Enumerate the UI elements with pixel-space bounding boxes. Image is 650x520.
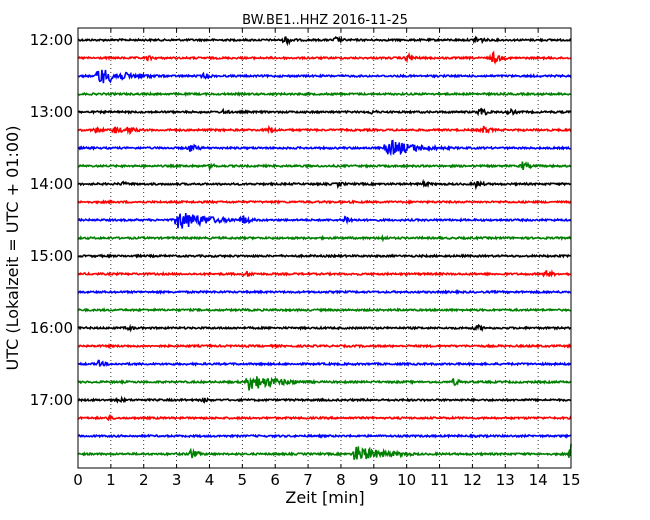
trace-1330: [77, 139, 572, 157]
y-tick-label: 15:00: [30, 247, 73, 265]
y-axis-label: UTC (Lokalzeit = UTC + 01:00): [3, 126, 22, 371]
trace-1230: [77, 69, 572, 84]
plot-frame: [77, 27, 572, 469]
trace-1215: [78, 50, 572, 65]
grid-lines: [110, 28, 539, 468]
x-axis-ticks: 0 1 2 3 4 5 6 7 8 9 10 11 12 13 14 15: [73, 28, 581, 489]
trace-1545: [78, 307, 572, 313]
x-tick-label: 11: [430, 471, 449, 489]
seismogram-traces: [77, 35, 572, 460]
trace-1245: [77, 91, 572, 97]
chart-title: BW.BE1..HHZ 2016-11-25: [242, 13, 408, 28]
trace-1615: [77, 342, 572, 349]
x-tick-label: 8: [336, 471, 346, 489]
x-tick-label: 10: [397, 471, 416, 489]
x-tick-label: 13: [496, 471, 515, 489]
trace-1745: [77, 443, 572, 460]
trace-1700: [77, 395, 572, 404]
x-tick-label: 0: [73, 471, 83, 489]
trace-1645: [77, 376, 572, 391]
trace-1430: [77, 213, 572, 229]
x-tick-label: 2: [139, 471, 149, 489]
trace-1300: [77, 107, 572, 117]
y-tick-label: 13:00: [30, 103, 73, 121]
y-axis-ticks: 12:00 13:00 14:00 15:00 16:00 17:00: [30, 31, 571, 409]
trace-1315: [77, 124, 572, 136]
trace-1630: [77, 359, 572, 368]
trace-1530: [77, 289, 572, 296]
y-tick-label: 12:00: [30, 31, 73, 49]
x-axis-label: Zeit [min]: [285, 488, 364, 507]
trace-1515: [77, 269, 572, 278]
trace-1345: [77, 161, 571, 172]
x-tick-label: 9: [369, 471, 379, 489]
y-tick-label: 14:00: [30, 175, 73, 193]
trace-1200: [77, 35, 572, 47]
trace-1730: [77, 433, 572, 439]
trace-1600: [77, 323, 572, 333]
x-tick-label: 4: [205, 471, 215, 489]
x-tick-label: 5: [238, 471, 248, 489]
y-tick-label: 17:00: [30, 391, 73, 409]
x-tick-label: 1: [106, 471, 116, 489]
x-tick-label: 6: [270, 471, 280, 489]
x-tick-label: 7: [303, 471, 313, 489]
x-tick-label: 12: [463, 471, 482, 489]
x-tick-label: 14: [529, 471, 548, 489]
x-tick-label: 15: [561, 471, 580, 489]
y-tick-label: 16:00: [30, 319, 73, 337]
x-tick-label: 3: [172, 471, 182, 489]
trace-1445: [77, 234, 572, 243]
trace-1715: [77, 413, 572, 422]
trace-1500: [77, 253, 572, 259]
trace-1400: [77, 178, 572, 191]
trace-1415: [77, 199, 572, 205]
